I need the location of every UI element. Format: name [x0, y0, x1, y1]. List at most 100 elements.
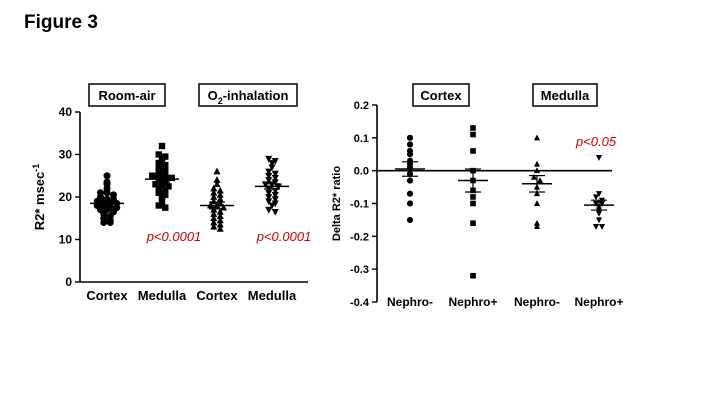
data-point: [261, 181, 270, 189]
data-point: [406, 200, 414, 207]
y-tick-label: -0.4: [350, 297, 370, 309]
data-point: [271, 196, 279, 203]
data-point: [162, 174, 169, 182]
data-point: [271, 208, 279, 216]
data-point: [265, 194, 273, 201]
x-category-label: Cortex: [86, 288, 128, 303]
data-point: [155, 202, 162, 209]
group-label-part: -inhalation: [223, 88, 289, 103]
data-point: [470, 272, 476, 279]
data-point: [533, 223, 541, 230]
data-point: [155, 189, 162, 196]
x-category-label: Nephro-: [514, 295, 560, 309]
group-label-box: [412, 83, 470, 107]
data-point: [210, 210, 218, 217]
data-point: [213, 176, 221, 183]
data-point: [158, 198, 166, 205]
data-point: [216, 186, 224, 194]
data-point: [406, 147, 414, 155]
data-point: [271, 179, 279, 186]
data-point: [271, 174, 279, 182]
data-point: [162, 153, 169, 160]
series-3: [200, 167, 234, 232]
data-point: [210, 214, 218, 222]
y-tick-label: 0.2: [354, 100, 369, 112]
data-point: [406, 134, 414, 141]
data-point: [470, 125, 476, 131]
data-point: [268, 164, 276, 172]
data-point: [165, 183, 172, 190]
series-3: [522, 134, 552, 230]
chart-panel-1: 0 10 20 30 40 R2* msec-1 Room-air O2-inhalation…: [31, 83, 311, 303]
data-point: [210, 193, 218, 200]
data-point: [216, 208, 224, 215]
data-point: [149, 172, 156, 179]
x-category-label: Nephro-: [387, 295, 433, 309]
series-1: [90, 172, 124, 227]
data-point: [470, 131, 476, 138]
y-tick-label: 0.0: [354, 166, 369, 178]
data-point: [598, 200, 606, 207]
data-point: [155, 164, 162, 171]
data-point: [595, 191, 603, 198]
data-point: [210, 184, 218, 192]
data-point: [470, 200, 476, 207]
x-category-label: Medulla: [138, 288, 187, 303]
data-point: [158, 155, 166, 162]
data-point: [470, 220, 476, 226]
data-point: [533, 160, 541, 167]
data-point: [210, 188, 218, 196]
data-point: [155, 159, 162, 167]
data-point: [595, 210, 603, 217]
y-tick-label: -0.2: [350, 231, 369, 243]
data-point: [216, 195, 224, 203]
data-point: [216, 212, 224, 220]
y-tick-label: 40: [59, 105, 73, 119]
data-point: [595, 217, 603, 224]
data-point: [162, 170, 169, 177]
data-point: [96, 189, 105, 197]
data-point: [470, 148, 476, 154]
data-point: [152, 181, 159, 188]
data-point: [216, 220, 224, 228]
group-label-box: [198, 83, 298, 107]
y-tick-label: -0.1: [350, 199, 369, 211]
series-1: [395, 134, 425, 223]
data-point: [406, 177, 414, 184]
series-4: p<0.05: [575, 134, 617, 230]
data-point: [406, 216, 414, 223]
data-point: [168, 174, 175, 182]
data-point: [592, 194, 600, 201]
group-label: O2-inhalation: [208, 88, 289, 106]
group-label-part: O: [208, 88, 218, 103]
data-point: [162, 187, 169, 194]
data-point: [271, 170, 279, 178]
data-point: [598, 223, 606, 230]
data-point: [592, 200, 600, 207]
data-point: [158, 193, 166, 201]
group-label-subscript: 2: [218, 96, 223, 106]
chart-panel-2: 0.2 0.1 0.0 -0.1 -0.2 -0.3 -0.4 Delta R2* ratio…: [331, 83, 624, 309]
group-label: Room-air: [98, 88, 155, 103]
group-label-box: [532, 83, 598, 107]
data-point: [265, 198, 273, 206]
data-point: [533, 219, 541, 226]
data-point: [162, 161, 169, 169]
data-point: [265, 155, 273, 163]
x-category-label: Cortex: [196, 288, 238, 303]
data-point: [265, 206, 273, 214]
data-point: [271, 200, 279, 208]
data-point: [103, 172, 111, 180]
data-point: [271, 157, 279, 165]
data-point: [406, 190, 414, 197]
figure-title: Figure 3: [24, 12, 98, 33]
y-axis-title: Delta R2* ratio: [331, 166, 343, 241]
group-label: Medulla: [541, 88, 590, 103]
data-point: [213, 180, 221, 188]
data-point: [533, 167, 541, 174]
data-point: [213, 167, 221, 175]
y-tick-label: 0: [65, 275, 72, 289]
y-tick-label: 20: [59, 190, 73, 204]
data-point: [592, 223, 600, 230]
